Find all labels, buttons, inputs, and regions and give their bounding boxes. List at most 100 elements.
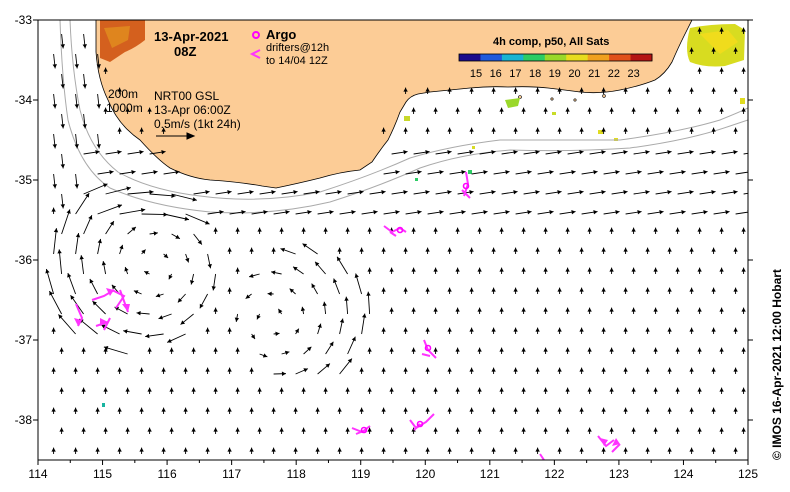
depth-contour-200m (69, 20, 748, 200)
current-arrowhead (689, 407, 694, 412)
current-arrowhead (653, 307, 658, 312)
current-arrowhead (469, 407, 474, 412)
current-arrowhead (329, 210, 334, 215)
current-arrow (58, 249, 63, 275)
current-arrowhead (117, 407, 122, 412)
current-arrowhead (51, 207, 56, 212)
current-arrowhead (543, 307, 548, 312)
current-arrowhead (601, 287, 606, 292)
current-arrowhead (447, 87, 452, 92)
sst-patches (100, 20, 745, 407)
current-arrowhead (234, 317, 240, 322)
current-arrowhead (117, 87, 122, 92)
current-arrowhead (249, 367, 254, 372)
current-arrowhead (51, 407, 56, 412)
current-arrowhead (543, 427, 548, 432)
current-arrowhead (59, 347, 64, 352)
current-arrowhead (513, 87, 518, 92)
current-arrowhead (719, 107, 724, 112)
current-arrowhead (345, 427, 350, 432)
x-tick-label: 121 (480, 467, 500, 481)
current-arrowhead (675, 387, 680, 392)
current-arrowhead (565, 427, 570, 432)
current-arrowhead (301, 387, 306, 392)
current-arrowhead (653, 387, 658, 392)
current-arrowhead (111, 284, 117, 290)
colorbar-tick-label: 18 (529, 68, 541, 80)
current-arrowhead (587, 267, 592, 272)
current-arrowhead (249, 273, 254, 278)
current-arrowhead (689, 247, 694, 252)
current-arrowhead (697, 107, 702, 112)
current-arrowhead (351, 336, 356, 342)
current-arrowhead (609, 347, 614, 352)
current-arrowhead (133, 290, 139, 295)
current-arrowhead (491, 287, 496, 292)
drifters-line2: to 14/04 12Z (266, 55, 328, 67)
current-arrowhead (227, 407, 232, 412)
colorbar-tick-label: 15 (470, 68, 482, 80)
current-arrowhead (499, 427, 504, 432)
current-arrowhead (733, 127, 738, 132)
current-arrowhead (645, 190, 650, 195)
current-arrowhead (337, 256, 342, 262)
current-arrowhead (139, 447, 144, 452)
current-arrowhead (513, 407, 518, 412)
current-arrowhead (227, 327, 232, 332)
current-arrowhead (623, 407, 628, 412)
current-arrowhead (645, 87, 650, 92)
current-arrowhead (711, 447, 716, 452)
current-arrowhead (74, 64, 79, 69)
sst-colorbar: 4h comp, p50, All Sats 15 16 17 18 19 20 21 22 2… (458, 36, 653, 80)
current-arrowhead (161, 127, 166, 132)
current-arrowhead (59, 387, 64, 392)
current-arrowhead (263, 210, 268, 215)
current-arrowhead (733, 447, 738, 452)
current-arrow (119, 209, 146, 215)
colorbar-tick-label: 23 (627, 68, 639, 80)
current-arrowhead (197, 240, 202, 245)
current-arrowhead (681, 210, 686, 215)
current-arrowhead (637, 210, 642, 215)
current-arrowhead (74, 184, 79, 189)
current-arrowhead (535, 287, 540, 292)
current-arrowhead (609, 427, 614, 432)
current-arrowhead (499, 107, 504, 112)
current-arrowhead (491, 447, 496, 452)
current-arrowhead (513, 190, 518, 195)
current-arrowhead (417, 170, 422, 175)
current-arrowhead (367, 387, 372, 392)
current-arrow (45, 268, 55, 295)
current-arrowhead (565, 387, 570, 392)
current-arrowhead (557, 407, 562, 412)
current-arrow (735, 211, 748, 215)
current-arrow (743, 152, 748, 155)
current-arrowhead (505, 170, 510, 175)
current-arrowhead (711, 47, 716, 52)
current-arrowhead (741, 27, 746, 32)
current-arrowhead (433, 427, 438, 432)
current-arrowhead (169, 427, 174, 432)
current-arrowhead (425, 247, 430, 252)
current-arrowhead (499, 267, 504, 272)
current-arrowhead (491, 247, 496, 252)
current-arrowhead (167, 338, 172, 343)
current-arrowhead (81, 427, 86, 432)
current-arrowhead (623, 127, 628, 132)
current-arrowhead (579, 87, 584, 92)
current-arrowhead (205, 220, 210, 225)
current-arrowhead (675, 267, 680, 272)
current-arrowhead (469, 367, 474, 372)
current-arrowhead (455, 227, 460, 232)
imos-credit: © IMOS 16-Apr-2021 12:00 Hobart (770, 269, 784, 460)
current-arrowhead (645, 407, 650, 412)
x-tick-label: 124 (673, 467, 693, 481)
current-arrowhead (491, 150, 496, 155)
current-arrowhead (381, 247, 386, 252)
current-arrowhead (469, 447, 474, 452)
current-arrowhead (180, 320, 186, 325)
current-arrowhead (153, 231, 158, 236)
current-arrowhead (141, 249, 146, 254)
current-arrowhead (381, 287, 386, 292)
current-arrowhead (631, 347, 636, 352)
